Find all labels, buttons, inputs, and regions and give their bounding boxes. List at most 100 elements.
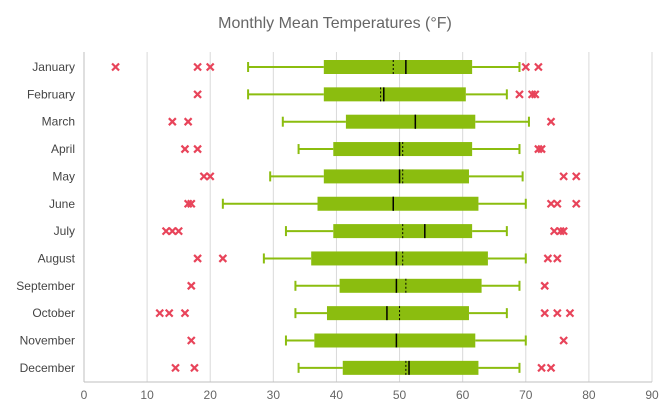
outlier-marker xyxy=(183,117,193,126)
outlier-marker xyxy=(546,363,556,373)
outlier-marker xyxy=(540,308,549,318)
x-tick-label: 80 xyxy=(582,388,596,402)
outlier-marker xyxy=(515,90,524,99)
category-label: April xyxy=(51,142,75,156)
box-iqr xyxy=(323,60,473,74)
outlier-stroke xyxy=(540,281,549,291)
box-may xyxy=(269,169,524,184)
category-label: January xyxy=(32,60,75,74)
outlier-marker xyxy=(565,308,575,318)
outlier-stroke xyxy=(205,172,215,181)
outlier-series xyxy=(111,62,581,373)
outlier-stroke xyxy=(537,144,546,154)
box-february xyxy=(247,87,508,102)
category-label: October xyxy=(32,306,75,320)
box-series xyxy=(221,60,530,375)
outlier-stroke xyxy=(190,363,199,373)
outlier-marker xyxy=(553,308,562,318)
category-label: November xyxy=(20,334,75,348)
box-iqr xyxy=(317,196,479,211)
outlier-marker xyxy=(559,172,568,181)
box-iqr xyxy=(339,278,482,293)
box-march xyxy=(281,114,530,129)
outlier-marker xyxy=(553,254,562,263)
box-september xyxy=(294,278,521,293)
outlier-stroke xyxy=(537,363,546,373)
outlier-stroke xyxy=(521,62,531,72)
outlier-marker xyxy=(559,336,568,345)
outlier-stroke xyxy=(180,308,190,318)
outlier-stroke xyxy=(549,226,559,236)
outlier-marker xyxy=(155,308,165,318)
outlier-marker xyxy=(571,199,581,209)
box-iqr xyxy=(333,142,473,157)
x-tick-label: 70 xyxy=(519,388,533,402)
outlier-marker xyxy=(187,281,196,291)
x-tick-label: 10 xyxy=(140,388,154,402)
outlier-stroke xyxy=(559,172,568,181)
grid-lines xyxy=(146,52,653,382)
outlier-stroke xyxy=(111,62,120,72)
outlier-marker xyxy=(546,199,556,209)
outlier-stroke xyxy=(553,308,562,318)
box-iqr xyxy=(342,360,479,375)
outlier-stroke xyxy=(543,254,553,263)
box-iqr xyxy=(333,224,473,239)
category-label: March xyxy=(42,115,75,129)
outlier-stroke xyxy=(546,199,556,209)
outlier-stroke xyxy=(530,90,540,99)
outlier-stroke xyxy=(193,144,202,154)
outlier-stroke xyxy=(546,117,556,126)
outlier-stroke xyxy=(205,62,215,72)
outlier-marker xyxy=(187,336,196,345)
outlier-marker xyxy=(168,226,177,236)
outlier-marker xyxy=(537,363,546,373)
box-iqr xyxy=(323,87,466,102)
outlier-marker xyxy=(161,226,171,236)
outlier-stroke xyxy=(187,281,196,291)
outlier-marker xyxy=(111,62,120,72)
outlier-stroke xyxy=(571,199,581,209)
outlier-stroke xyxy=(559,336,568,345)
outlier-stroke xyxy=(180,144,190,154)
outlier-marker xyxy=(180,144,190,154)
chart-title: Monthly Mean Temperatures (°F) xyxy=(218,15,452,32)
outlier-marker xyxy=(537,144,546,154)
outlier-marker xyxy=(193,144,202,154)
outlier-stroke xyxy=(515,90,524,99)
outlier-marker xyxy=(168,117,177,126)
outlier-stroke xyxy=(199,172,209,181)
x-tick-label: 50 xyxy=(393,388,407,402)
x-axis xyxy=(83,52,652,383)
x-axis-tick-labels: 0 10 20 30 40 50 60 70 80 90 xyxy=(81,388,659,402)
outlier-marker xyxy=(549,226,559,236)
box-iqr xyxy=(326,306,469,321)
box-december xyxy=(297,360,521,375)
box-july xyxy=(284,224,508,239)
x-tick-label: 30 xyxy=(267,388,281,402)
outlier-marker xyxy=(543,254,553,263)
outlier-stroke xyxy=(161,226,171,236)
x-tick-label: 60 xyxy=(456,388,470,402)
outlier-marker xyxy=(521,62,531,72)
outlier-stroke xyxy=(168,117,177,126)
outlier-marker xyxy=(171,363,180,373)
outlier-stroke xyxy=(534,62,543,72)
outlier-marker xyxy=(571,172,581,181)
category-label: June xyxy=(49,197,75,211)
outlier-stroke xyxy=(559,226,568,236)
outlier-stroke xyxy=(164,308,174,318)
outlier-stroke xyxy=(193,90,202,99)
outlier-marker xyxy=(199,172,209,181)
outlier-marker xyxy=(540,281,549,291)
outlier-marker xyxy=(193,254,202,263)
outlier-marker xyxy=(218,254,228,263)
outlier-stroke xyxy=(218,254,228,263)
outlier-marker xyxy=(180,308,190,318)
outlier-stroke xyxy=(155,308,165,318)
x-tick-label: 20 xyxy=(204,388,218,402)
outlier-stroke xyxy=(168,226,177,236)
outlier-stroke xyxy=(171,363,180,373)
outlier-stroke xyxy=(193,62,202,72)
outlier-marker xyxy=(205,172,215,181)
